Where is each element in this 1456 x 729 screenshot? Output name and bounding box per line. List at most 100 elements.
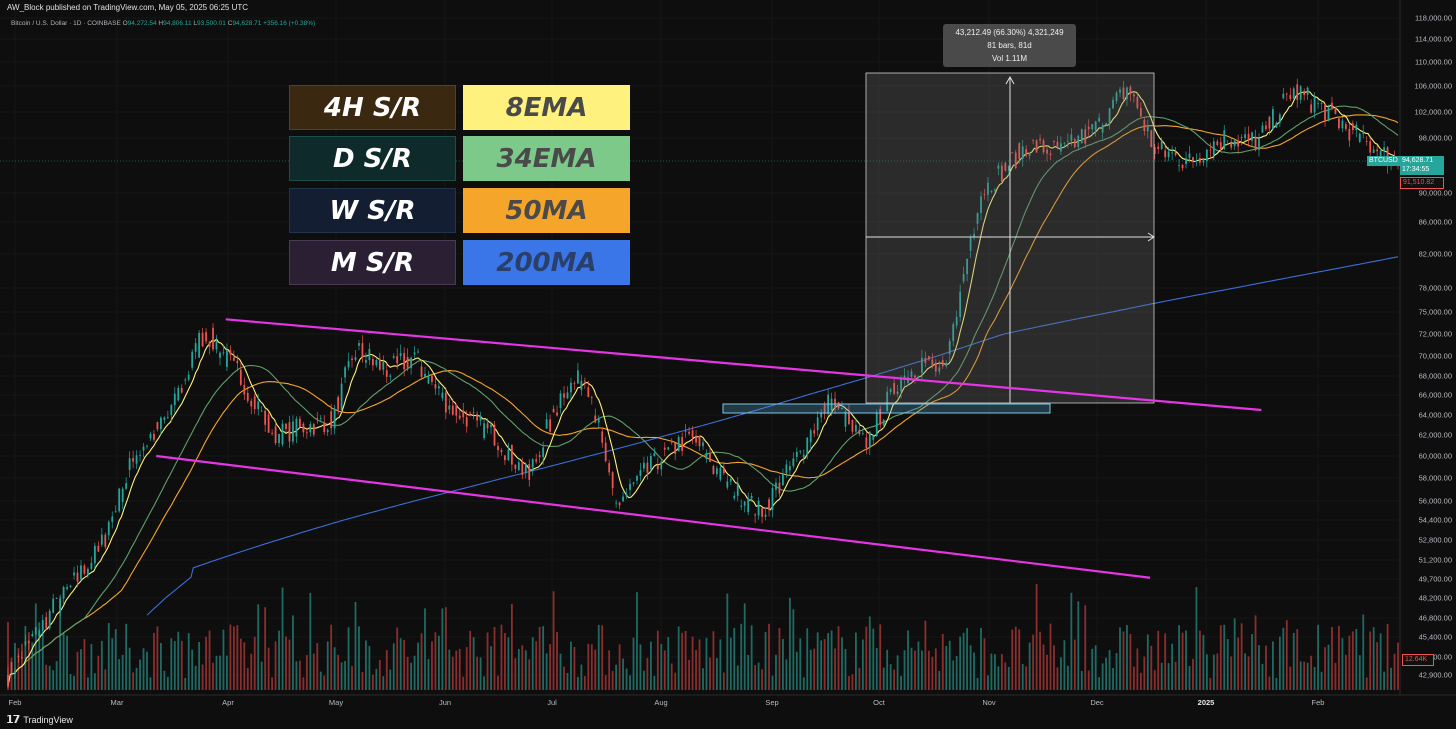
volume-bar <box>128 647 131 690</box>
volume-bar <box>997 666 1000 690</box>
symbol-ohlc-line: Bitcoin / U.S. Dollar · 1D · COINBASE O9… <box>11 20 316 27</box>
volume-bar <box>1209 677 1212 690</box>
candle-body <box>83 565 86 574</box>
volume-bar <box>545 653 548 690</box>
candle-body <box>636 475 638 481</box>
price-axis[interactable]: 118,000.00 114,000.00 110,000.00 106,000.00… <box>1400 0 1456 700</box>
candle-body <box>910 371 913 378</box>
candle-body <box>17 656 20 658</box>
volume-bar <box>941 633 944 690</box>
volume-bar <box>1275 677 1278 690</box>
volume-bar <box>855 632 857 690</box>
volume-bar <box>239 638 242 690</box>
volume-bar <box>834 648 836 690</box>
volume-bar <box>927 650 930 690</box>
candle-body <box>170 405 173 415</box>
volume-bar <box>1244 653 1246 690</box>
candle-body <box>1317 103 1319 105</box>
candle-body <box>844 411 847 427</box>
volume-bar <box>702 668 704 690</box>
candle-body <box>305 432 308 434</box>
volume-bar <box>156 626 159 690</box>
candle-body <box>726 481 729 488</box>
candle-body <box>893 383 896 394</box>
volume-bar <box>438 635 440 690</box>
volume-bar <box>1039 631 1041 690</box>
candle-body <box>271 432 273 434</box>
volume-bar <box>1136 648 1139 690</box>
volume-bar <box>194 665 197 690</box>
volume-bar <box>507 637 510 690</box>
volume-bar <box>319 671 322 690</box>
candle-body <box>173 393 176 406</box>
volume-bar <box>907 630 909 690</box>
volume-bar <box>1035 584 1038 690</box>
volume-bar <box>73 675 75 690</box>
volume-bar <box>403 639 406 690</box>
candle-body <box>351 358 353 360</box>
volume-bar <box>792 609 795 690</box>
candle-body <box>608 463 611 473</box>
volume-bar <box>1098 677 1101 690</box>
candle-body <box>1285 93 1288 95</box>
candle-body <box>121 488 124 503</box>
candle-body <box>1303 90 1306 95</box>
candle-body <box>914 375 916 378</box>
volume-bar <box>900 675 902 690</box>
candle-body <box>1327 107 1330 122</box>
ma50-line <box>30 114 1399 658</box>
price-tick-label: 110,000.00 <box>1415 57 1452 67</box>
volume-bar <box>48 665 51 690</box>
volume-bar <box>566 672 569 690</box>
volume-bar <box>382 676 385 690</box>
candle-body <box>1334 107 1337 114</box>
price-tick-label: 49,700.00 <box>1418 574 1452 584</box>
candle-body <box>1258 138 1260 151</box>
volume-bar <box>757 662 760 690</box>
candle-body <box>406 356 409 368</box>
volume-bar <box>517 649 520 690</box>
candle-body <box>629 483 631 490</box>
candle-body <box>132 458 134 462</box>
candle-body <box>1247 133 1250 141</box>
volume-bar <box>1094 645 1097 690</box>
candle-body <box>465 417 468 427</box>
candle-body <box>1324 104 1326 122</box>
candle-body <box>1042 140 1045 153</box>
volume-bar <box>636 592 638 690</box>
candle-body <box>222 352 225 354</box>
candle-body <box>410 357 412 368</box>
candle-body <box>1216 141 1219 146</box>
volume-bar <box>601 625 604 690</box>
volume-bar <box>851 674 854 690</box>
volume-bar <box>684 630 687 690</box>
volume-bar <box>87 677 89 690</box>
candle-body <box>868 431 871 448</box>
volume-bar <box>1212 654 1215 690</box>
volume-bar <box>563 666 565 690</box>
candle-body <box>649 455 652 470</box>
candle-body <box>799 450 802 452</box>
candle-body <box>851 419 854 432</box>
candle-body <box>778 482 781 494</box>
volume-bar <box>497 675 499 690</box>
candle-body <box>1087 126 1090 130</box>
candle-body <box>34 627 37 635</box>
volume-bar <box>246 667 249 690</box>
candle-body <box>451 405 454 415</box>
candle-body <box>709 452 711 462</box>
volume-bar <box>100 640 103 690</box>
volume-bar <box>455 650 458 690</box>
candle-body <box>667 447 670 450</box>
volume-bar <box>802 677 805 690</box>
volume-bar <box>552 591 555 690</box>
volume-bar <box>1021 664 1024 690</box>
volume-bar <box>163 670 166 690</box>
volume-bar <box>222 629 225 690</box>
volume-bar <box>292 615 294 690</box>
volume-bar <box>1338 625 1340 690</box>
candle-body <box>100 534 103 545</box>
volume-bar <box>896 655 899 690</box>
candle-body <box>528 463 531 480</box>
